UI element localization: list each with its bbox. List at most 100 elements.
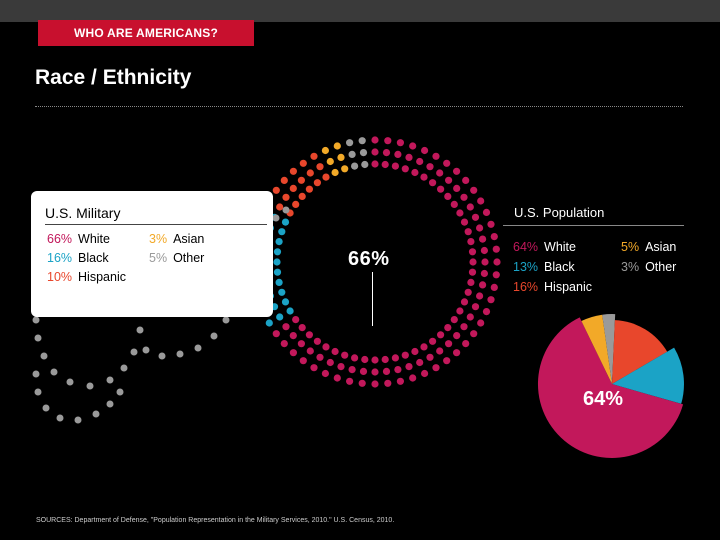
military-dot-hispanic (316, 163, 324, 171)
military-dot-other (358, 137, 366, 145)
military-dot-white (432, 152, 440, 160)
military-dot-white (401, 351, 409, 359)
military-dot-asian (337, 153, 345, 161)
page-title: Race / Ethnicity (35, 66, 192, 89)
military-dot-white (289, 349, 297, 357)
military-dot-white (313, 337, 321, 345)
military-dot-white (487, 220, 495, 228)
population-slice-black (612, 347, 684, 404)
military-dot-white (361, 355, 369, 364)
military-stat-black: 16% Black (47, 251, 109, 265)
military-dot-other (42, 404, 50, 412)
military-dot-white (371, 148, 379, 156)
military-dot-white (456, 307, 464, 315)
military-stat-white: 66% White (47, 232, 110, 246)
military-dot-white (359, 367, 368, 375)
military-dot-white (450, 316, 458, 324)
military-dot-white (411, 347, 419, 356)
population-label-hispanic: Hispanic (544, 280, 592, 294)
military-dot-white (416, 157, 424, 166)
military-dot-white (381, 160, 389, 169)
military-dot-white (411, 168, 419, 177)
military-dot-white (305, 331, 313, 339)
population-pct-hispanic: 16% (513, 280, 539, 294)
military-dot-asian (321, 146, 329, 155)
military-dot-other (106, 400, 114, 408)
population-pct-asian: 5% (621, 240, 640, 254)
military-dot-other (130, 348, 138, 356)
military-dot-other (272, 214, 280, 222)
military-dot-white (453, 332, 461, 340)
military-dot-white (346, 377, 354, 385)
military-dot-white (333, 374, 341, 382)
military-dot-white (351, 354, 359, 362)
military-dot-white (480, 269, 488, 278)
military-dot-white (348, 366, 356, 374)
military-dot-white (492, 245, 500, 253)
military-dot-white (391, 162, 399, 170)
military-dot-black (273, 258, 281, 266)
military-pct-other: 5% (149, 251, 168, 265)
military-dot-other (194, 344, 202, 352)
military-label-hispanic: Hispanic (78, 270, 126, 284)
military-dot-asian (331, 168, 339, 177)
military-dot-white (316, 353, 324, 361)
military-dot-white (464, 228, 472, 236)
military-dot-white (426, 353, 434, 361)
military-label-black: Black (78, 251, 109, 265)
military-pct-hispanic: 10% (47, 270, 73, 284)
military-dot-hispanic (282, 193, 290, 201)
military-dot-white (493, 258, 501, 266)
military-dot-white (466, 203, 474, 211)
military-dot-hispanic (276, 203, 284, 211)
military-stat-asian: 3% Asian (149, 232, 204, 246)
military-dot-white (292, 316, 300, 324)
military-dot-white (462, 340, 470, 348)
military-dot-white (405, 363, 413, 371)
military-dot-hispanic (272, 186, 280, 194)
military-dot-white (409, 374, 417, 382)
population-label-black: Black (544, 260, 575, 274)
military-dot-black (276, 313, 284, 321)
military-dot-hispanic (322, 173, 330, 181)
military-dot-white (280, 340, 288, 348)
military-dot-white (443, 357, 451, 365)
military-dot-white (396, 377, 404, 385)
military-dot-hispanic (297, 176, 305, 184)
military-dot-other (136, 326, 144, 334)
military-dot-white (421, 369, 429, 378)
military-dot-white (371, 368, 379, 376)
military-dot-white (445, 340, 453, 348)
military-dot-white (394, 150, 402, 158)
military-dot-white (326, 358, 334, 367)
military-dot-asian (333, 142, 341, 150)
military-dot-other (222, 316, 230, 324)
military-callout: 66% (348, 248, 390, 270)
military-dot-white (453, 167, 461, 175)
military-dot-white (467, 238, 475, 246)
military-dot-white (298, 324, 306, 332)
military-dot-white (381, 355, 389, 364)
military-dot-hispanic (289, 167, 297, 175)
military-dot-other (92, 410, 100, 418)
title-divider (35, 106, 683, 107)
military-dot-other (361, 160, 369, 169)
military-dot-white (469, 258, 477, 266)
military-dot-white (337, 363, 345, 371)
military-dot-white (453, 349, 461, 357)
military-dot-white (289, 332, 297, 340)
military-dot-white (429, 179, 437, 187)
military-dot-hispanic (289, 184, 297, 192)
military-dot-hispanic (299, 159, 307, 167)
military-dot-other (142, 346, 150, 354)
military-dot-other (66, 378, 74, 386)
military-dot-black (281, 218, 290, 226)
military-legend-card: U.S. Military 66% White 16% Black 10% Hispa… (31, 191, 273, 317)
military-dot-white (468, 248, 477, 256)
military-dot-white (476, 292, 484, 300)
military-dot-white (306, 347, 314, 355)
military-dot-other (351, 162, 359, 170)
military-dot-white (468, 268, 477, 276)
military-stat-hispanic: 10% Hispanic (47, 270, 126, 284)
military-dot-white (444, 192, 452, 200)
